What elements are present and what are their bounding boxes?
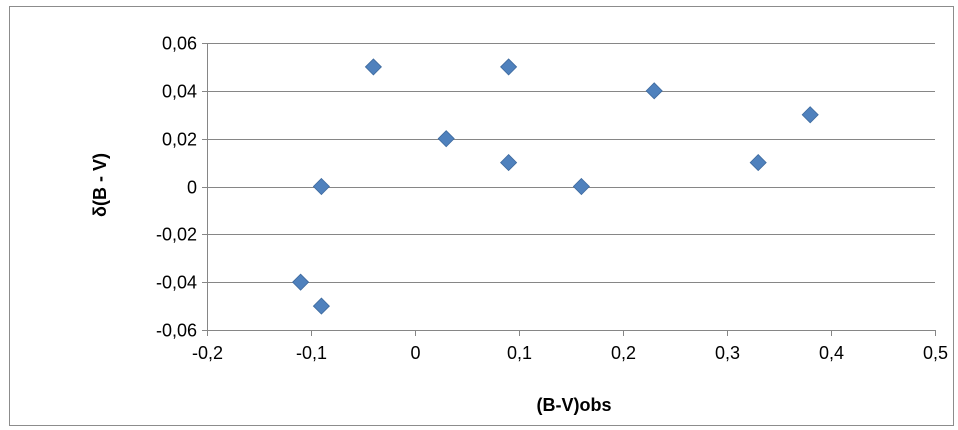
x-axis-title: (B-V)obs (537, 395, 612, 415)
y-tick-label: -0,04 (156, 273, 197, 293)
tick-labels: -0,06 -0,04 -0,02 0 0,02 0,04 0,06 -0,2 -0,1 0 0,1… (156, 34, 948, 364)
y-tick-label: 0 (187, 178, 197, 198)
x-tick-label: 0,5 (923, 343, 948, 363)
data-point (312, 177, 330, 196)
y-tick-label: 0,06 (162, 34, 197, 54)
data-point (364, 58, 382, 76)
data-point (292, 273, 310, 291)
y-tick-label: 0,04 (162, 82, 197, 102)
x-tick-label: 0 (410, 343, 420, 363)
data-points (292, 58, 819, 315)
gridlines (207, 43, 935, 331)
x-tick-label: 0,1 (507, 343, 532, 363)
x-tick-label: 0,2 (611, 343, 636, 363)
y-tick-label: -0,02 (156, 225, 197, 245)
axes (202, 43, 936, 336)
y-tick-label: 0,02 (162, 130, 197, 150)
data-point (500, 58, 518, 76)
data-point (500, 154, 518, 172)
data-point (572, 177, 590, 196)
y-tick-label: -0,06 (156, 321, 197, 341)
x-tick-label: -0,2 (192, 343, 223, 363)
data-point (801, 106, 819, 124)
chart-frame (9, 6, 954, 426)
x-tick-label: 0,3 (715, 343, 740, 363)
x-tick-label: 0,4 (819, 343, 844, 363)
data-point (312, 297, 330, 315)
y-axis-title: δ(B - V) (90, 153, 110, 217)
x-tick-label: -0,1 (296, 343, 327, 363)
data-point (749, 154, 767, 172)
data-point (437, 130, 455, 148)
data-point (645, 82, 663, 100)
